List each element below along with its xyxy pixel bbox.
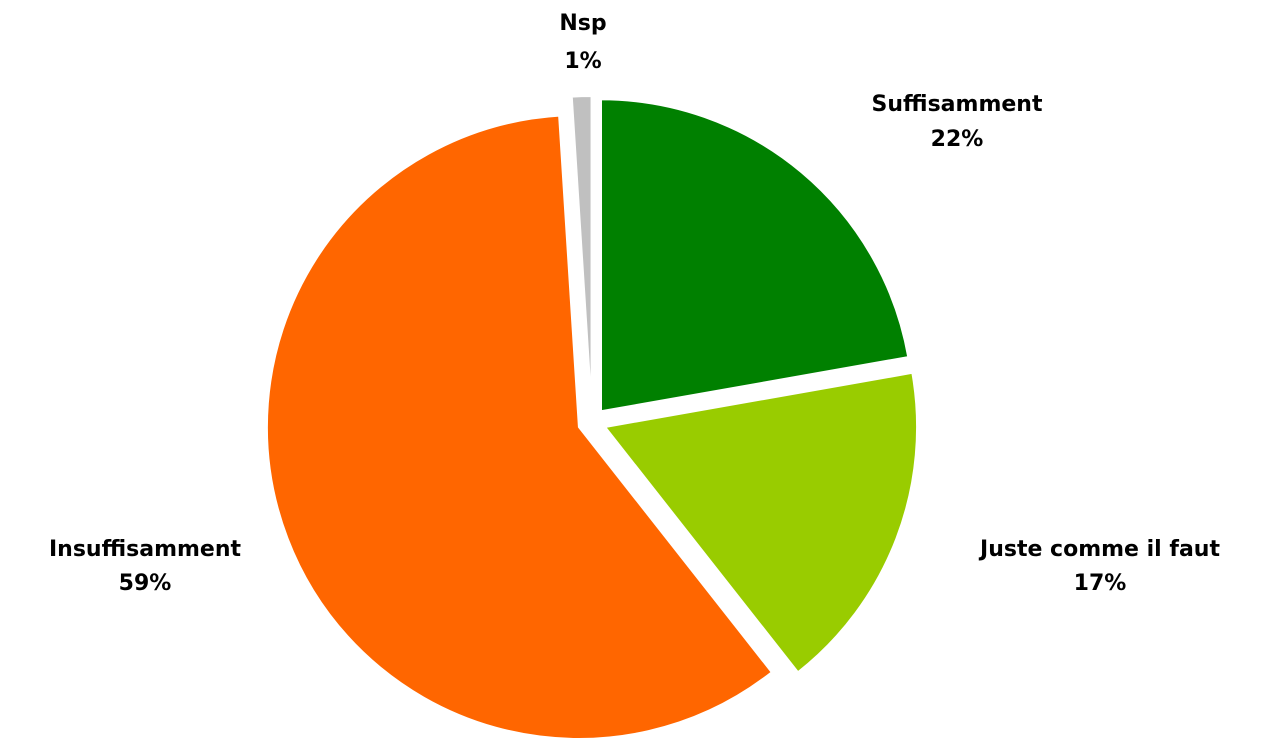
pie-slice bbox=[599, 98, 910, 413]
pie-slice bbox=[603, 371, 919, 674]
slice-value-label: 22% bbox=[931, 127, 984, 152]
pie-slice bbox=[570, 95, 593, 409]
slice-label: Insuffisamment bbox=[49, 537, 242, 562]
slice-label: Nsp bbox=[559, 11, 606, 36]
slice-value-label: 59% bbox=[119, 571, 172, 596]
slice-value-label: 1% bbox=[564, 49, 601, 74]
pie-slice bbox=[265, 114, 774, 740]
slice-label: Juste comme il faut bbox=[978, 537, 1220, 562]
slice-value-label: 17% bbox=[1074, 571, 1127, 596]
slice-label: Suffisamment bbox=[872, 92, 1043, 117]
